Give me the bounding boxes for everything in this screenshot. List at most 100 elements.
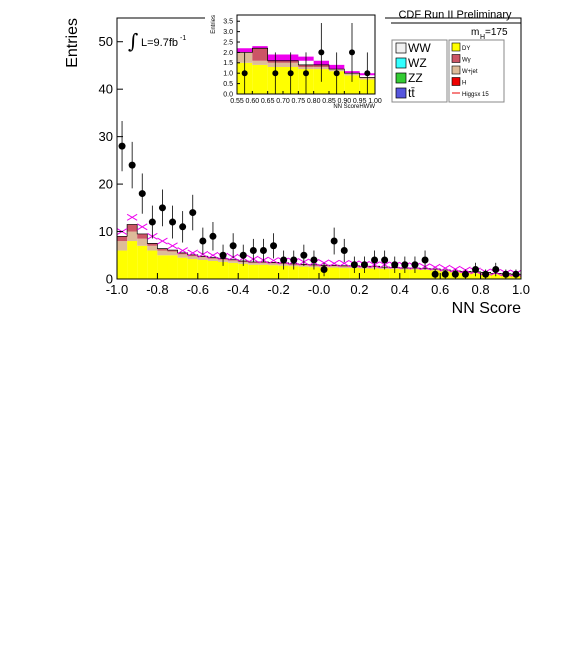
main-bar-dy-1	[127, 241, 138, 279]
main-xtick-label-1: -0.8	[146, 282, 168, 297]
main-bar-dy-17	[288, 266, 299, 279]
main-bar-dy-10	[218, 261, 229, 279]
signal-x15-mark-6	[177, 247, 188, 254]
signal-x15-mark-4	[157, 237, 168, 245]
main-xtick-label-4: -0.2	[267, 282, 289, 297]
main-data-point-4	[158, 204, 166, 212]
main-xlabel: NN Score	[452, 300, 521, 317]
main-data-point-2	[138, 190, 146, 198]
signal-x15-mark-7	[187, 249, 199, 257]
legend-swatch-2	[395, 72, 407, 84]
signal-x15-mark-22	[338, 259, 350, 267]
main-bar-wjet-22	[339, 266, 350, 269]
main-data-point-0	[118, 142, 126, 150]
legend-swatch-1	[395, 57, 407, 69]
inset-data-point-6	[333, 70, 340, 77]
legend-label-0: WW	[408, 41, 431, 55]
main-bar-dy-28	[399, 269, 410, 279]
main-data-point-22	[340, 247, 348, 255]
main-bar-w-2	[137, 233, 148, 239]
inset-ytick-label-2: 1.0	[223, 71, 233, 78]
signal-x15-mark-21	[328, 259, 340, 267]
integral-sign: ∫	[128, 29, 138, 53]
main-bar-w-15	[268, 262, 279, 264]
inset-data-point-4	[303, 70, 309, 77]
mass-m: m	[471, 27, 479, 38]
legend-swatch-r0	[451, 42, 461, 52]
main-data-point-7	[189, 209, 197, 217]
main-bar-wjet-13	[248, 262, 259, 265]
main-bar-wjet-6	[177, 254, 188, 258]
inset-ytick-label-6: 3.0	[223, 29, 233, 36]
main-xtick-label-0: -1.0	[106, 282, 128, 297]
main-data-point-25	[371, 256, 379, 264]
main-ytick-label-3: 30	[99, 129, 113, 144]
inset-data-point-5	[318, 49, 325, 56]
inset-frame	[236, 14, 376, 95]
main-bar-dy-23	[349, 268, 360, 279]
main-ytick-label-4: 40	[99, 82, 113, 97]
main-xtick-label-10: 1.0	[512, 282, 530, 297]
legend-swatch-r1	[451, 54, 461, 63]
main-ytick-label-1: 10	[99, 224, 113, 239]
mass-sub: H	[480, 34, 485, 41]
main-bar-wjet-8	[197, 257, 208, 261]
signal-x15-mark-15	[268, 257, 279, 264]
inset-axes: 0.55 0.60 0.65 0.70 0.75 0.80 0.85 0.90 0.95 1.00…	[211, 14, 382, 110]
inset-xtick-label-1: 0.60	[246, 98, 260, 105]
legend-label-r4: Higgsx 15	[462, 92, 489, 98]
lumi-text: L=9.7fb	[141, 37, 178, 49]
main-xtick-label-6: 0.2	[350, 282, 368, 297]
main-bar-wjet-1	[127, 231, 138, 242]
main-bar-dy-26	[379, 269, 390, 279]
inset-bar-w-1	[252, 48, 268, 61]
legend-label-1: WZ	[408, 56, 427, 70]
lumi-exponent: -1	[180, 35, 186, 42]
main-data-point-16	[280, 256, 288, 264]
main-bar-w-9	[207, 257, 218, 259]
main-ytick-label-0: 0	[106, 271, 113, 286]
inset-ytick-label-7: 3.5	[223, 19, 233, 26]
main-bar-dy-19	[308, 267, 319, 279]
inset-data-point-3	[287, 70, 294, 77]
chart-title: CDF Run II Preliminary	[398, 9, 512, 21]
main-data-point-9	[209, 232, 217, 240]
main-bar-w-22	[339, 265, 350, 267]
legend-label-2: ZZ	[408, 71, 423, 85]
inset-xtick-label-9: 1.00	[368, 98, 382, 105]
signal-x15-mark-32	[439, 264, 451, 272]
main-data-point-6	[179, 223, 187, 231]
main-data-point-8	[199, 237, 207, 245]
main-data-point-34	[461, 270, 469, 278]
main-bar-dy-12	[238, 263, 249, 279]
main-bar-dy-11	[228, 262, 239, 279]
main-bar-w-7	[187, 254, 198, 257]
main-ytick-label-5: 50	[99, 34, 113, 49]
main-bar-dy-0	[117, 250, 128, 279]
inset-xtick-label-6: 0.85	[322, 98, 336, 105]
inset-data-point-2	[272, 70, 279, 77]
inset-xlabel: NN ScoreHWW	[333, 104, 375, 110]
main-data-point-1	[128, 161, 136, 169]
inset-xtick-label-0: 0.55	[230, 98, 244, 105]
inset-data-points	[241, 23, 371, 94]
inset-plot: 0.55 0.60 0.65 0.70 0.75 0.80 0.85 0.90 0.95 1.00…	[205, 10, 385, 115]
main-bar-wjet-0	[117, 241, 128, 251]
main-data-point-11	[229, 242, 237, 250]
legend-swatch-3	[395, 87, 407, 99]
main-bar-dy-9	[207, 260, 218, 279]
main-bar-w-21	[329, 265, 340, 267]
main-bar-wjet-14	[258, 262, 269, 265]
main-bar-dy-29	[409, 269, 420, 279]
main-bar-dy-16	[278, 265, 289, 279]
main-bar-dy-15	[268, 265, 279, 279]
main-data-point-27	[391, 261, 399, 269]
main-data-point-38	[502, 270, 510, 278]
main-data-point-17	[290, 256, 298, 264]
main-data-point-37	[492, 266, 500, 274]
main-bar-w-14	[258, 261, 269, 263]
signal-x15-mark-31	[429, 263, 441, 271]
inset-ytick-label-0: 0.0	[223, 91, 233, 98]
legend-label-r2: W+jet	[462, 69, 478, 75]
